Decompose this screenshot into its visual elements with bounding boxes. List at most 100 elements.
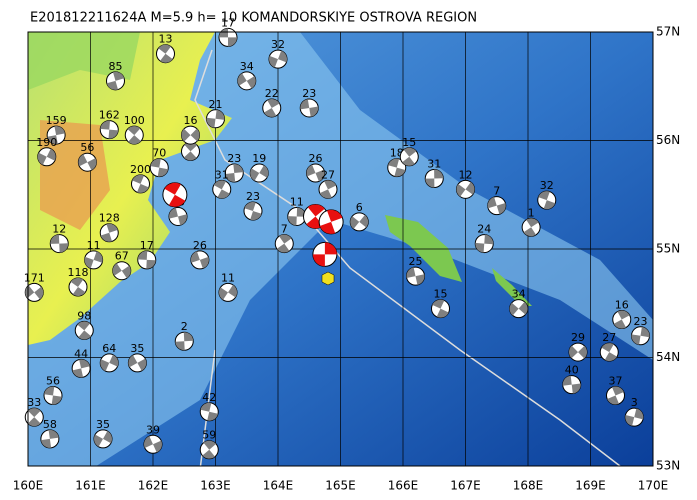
- beachball: [237, 71, 257, 91]
- x-tick-label: 169E: [575, 479, 606, 493]
- depth-label: 1: [528, 206, 535, 219]
- depth-label: 32: [271, 38, 285, 51]
- depth-label: 171: [24, 271, 45, 284]
- beachball: [562, 375, 582, 395]
- beachball: [84, 250, 104, 270]
- beachball-compression: [78, 154, 97, 171]
- beachball: [131, 174, 150, 194]
- depth-label: 58: [43, 418, 57, 431]
- beachball: [424, 168, 444, 188]
- beachball: [274, 234, 294, 254]
- depth-label: 85: [109, 60, 123, 73]
- beachball-compression: [287, 207, 306, 226]
- beachball-compression: [137, 250, 156, 269]
- depth-label: 7: [281, 223, 288, 236]
- beachball: [474, 234, 494, 254]
- depth-label: 40: [565, 364, 579, 377]
- beachball: [199, 440, 219, 460]
- beachball-compression: [132, 174, 149, 193]
- depth-label: 17: [221, 16, 235, 29]
- beachball: [456, 179, 475, 199]
- beachball-compression: [70, 277, 86, 296]
- beachball-compression: [100, 120, 119, 139]
- beachball: [568, 342, 588, 362]
- depth-label: 56: [80, 141, 94, 154]
- beachball: [162, 182, 188, 208]
- x-tick-label: 170E: [638, 479, 669, 493]
- depth-label: 31: [427, 157, 441, 170]
- beachball: [149, 158, 169, 178]
- beachball: [218, 27, 238, 47]
- beachball-compression: [84, 251, 103, 269]
- depth-label: 13: [159, 33, 173, 46]
- beachball: [143, 434, 163, 454]
- beachball: [190, 250, 210, 270]
- beachball: [624, 407, 644, 427]
- depth-label: 12: [459, 168, 473, 181]
- depth-label: 70: [152, 147, 166, 160]
- beachball: [37, 147, 57, 167]
- beachball-compression: [183, 142, 198, 161]
- depth-label: 7: [493, 185, 500, 198]
- beachball: [93, 429, 113, 449]
- beachball-compression: [319, 209, 343, 234]
- beachball: [112, 261, 132, 281]
- depth-label: 159: [46, 114, 67, 127]
- depth-label: 98: [77, 309, 91, 322]
- beachball-compression: [523, 218, 539, 237]
- beachball: [127, 353, 147, 373]
- beachball: [156, 44, 175, 64]
- beachball: [537, 190, 557, 210]
- beachball: [318, 179, 338, 199]
- beachball: [312, 241, 338, 267]
- beachball: [224, 163, 244, 183]
- depth-label: 11: [290, 195, 304, 208]
- beachball-compression: [219, 28, 237, 47]
- epicenter: [321, 271, 335, 286]
- y-tick-label: 57N: [656, 25, 680, 39]
- beachball-compression: [169, 207, 187, 226]
- beachball-compression: [432, 299, 449, 318]
- beachball: [74, 320, 94, 340]
- x-tick-label: 162E: [138, 479, 169, 493]
- beachball-compression: [47, 126, 65, 145]
- beachball-compression: [77, 321, 92, 340]
- depth-label: 24: [477, 223, 491, 236]
- depth-label: 21: [209, 98, 223, 111]
- beachball: [218, 282, 238, 302]
- depth-label: 19: [252, 152, 266, 165]
- beachball: [487, 196, 507, 216]
- beachball: [612, 310, 632, 330]
- beachball-compression: [72, 359, 90, 378]
- depth-label: 25: [409, 255, 423, 268]
- beachball-compression: [568, 345, 588, 359]
- beachball: [24, 282, 44, 302]
- beachball: [287, 206, 307, 226]
- beachball: [599, 342, 619, 362]
- depth-label: 44: [74, 347, 88, 360]
- beachball-compression: [164, 182, 186, 207]
- beachball-compression: [225, 164, 244, 183]
- beachball-compression: [175, 332, 194, 351]
- beachball: [306, 163, 325, 183]
- beachball-compression: [100, 354, 119, 372]
- depth-label: 27: [602, 331, 616, 344]
- depth-label: 35: [96, 418, 110, 431]
- beachball-compression: [50, 234, 69, 253]
- beachball-compression: [144, 436, 162, 453]
- beachball-compression: [406, 267, 425, 285]
- depth-label: 34: [240, 60, 254, 73]
- depth-label: 26: [309, 152, 323, 165]
- beachball: [387, 158, 407, 178]
- depth-label: 15: [434, 288, 448, 301]
- beachball-compression: [206, 109, 225, 128]
- beachball: [399, 147, 419, 167]
- beachball-compression: [181, 128, 200, 142]
- depth-label: 56: [46, 374, 60, 387]
- beachball-compression: [402, 147, 417, 166]
- beachball: [24, 407, 44, 427]
- beachball-compression: [538, 191, 556, 210]
- depth-label: 37: [609, 374, 623, 387]
- beachball-compression: [237, 73, 256, 89]
- depth-label: 15: [402, 136, 416, 149]
